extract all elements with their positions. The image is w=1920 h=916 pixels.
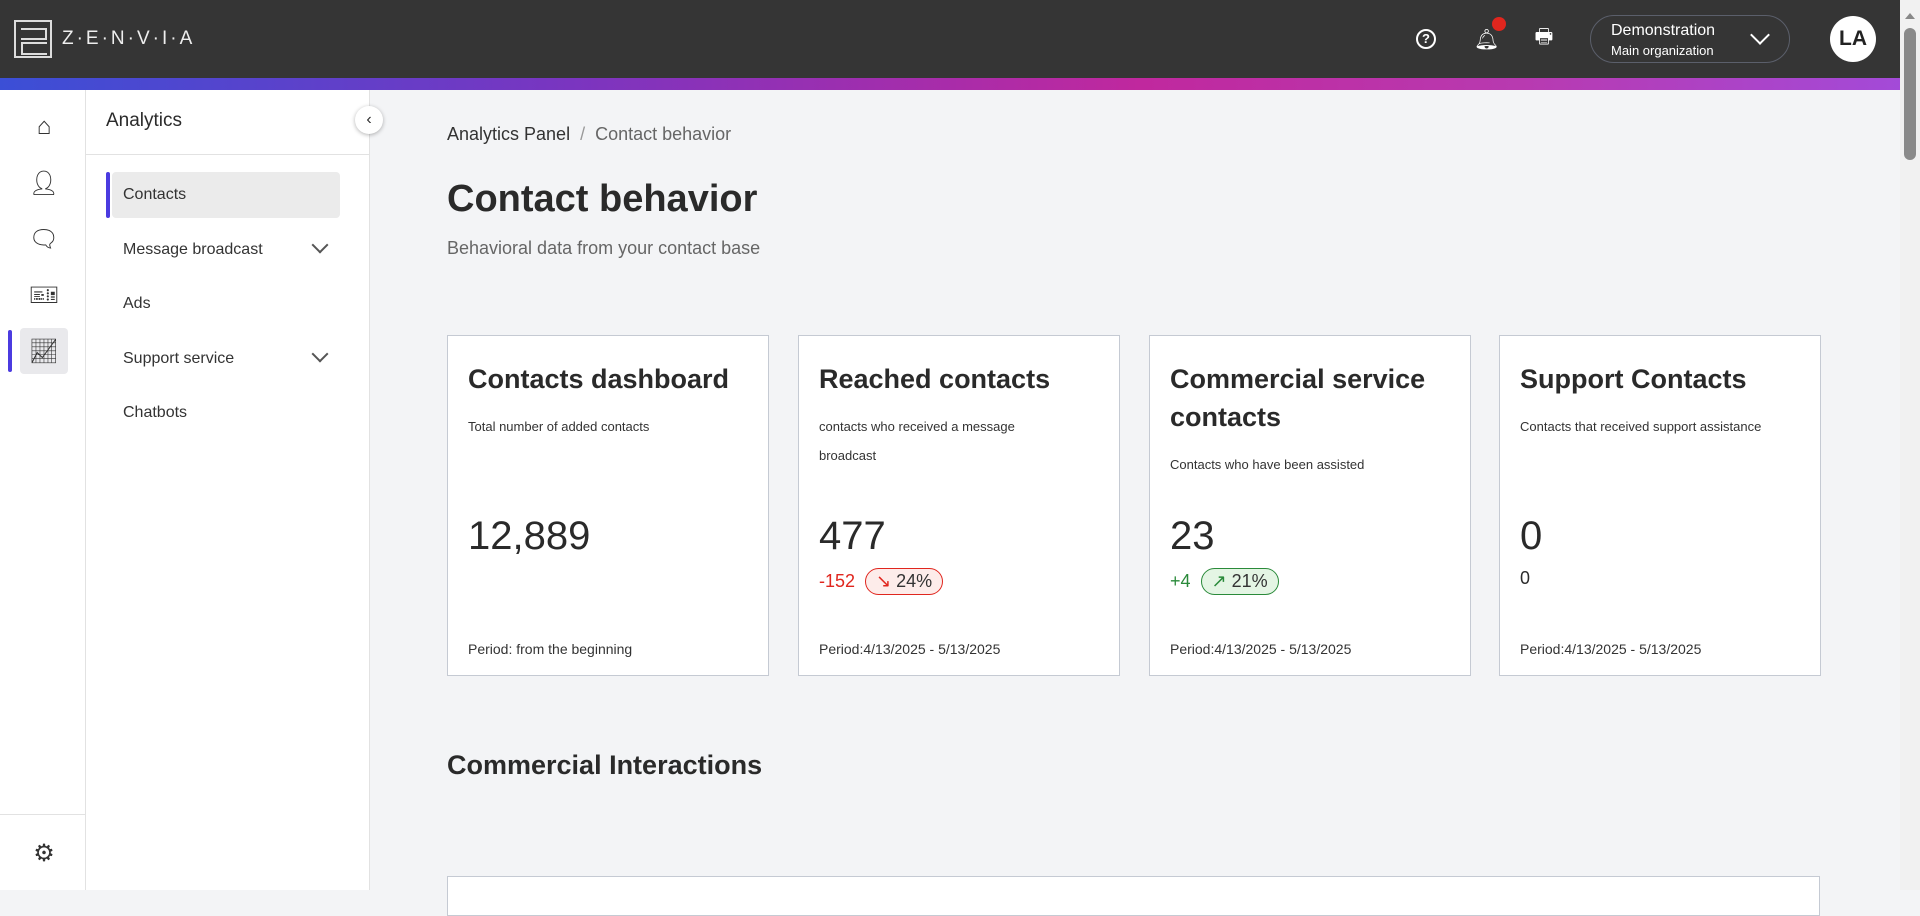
help-button[interactable]: ? <box>1416 29 1440 49</box>
sidebar-item-chatbots[interactable]: Chatbots <box>112 390 340 436</box>
gear-icon: ⚙ <box>33 839 55 867</box>
rail-contacts[interactable]: 👤︎ <box>20 160 68 206</box>
chevron-down-icon <box>311 236 329 254</box>
rail-settings[interactable]: ⚙ <box>20 830 68 876</box>
section-title: Commercial Interactions <box>447 750 763 780</box>
breadcrumb-root[interactable]: Analytics Panel <box>447 124 571 144</box>
sidebar-item-support-service[interactable]: Support service <box>112 336 340 382</box>
sidebar-item-label: Chatbots <box>123 404 188 421</box>
org-name: Demonstration <box>1611 22 1716 39</box>
chat-icon: 🗨︎ <box>28 225 60 253</box>
help-icon: ? <box>1416 29 1436 49</box>
percent-value: 21% <box>1231 571 1268 591</box>
scrollbar-thumb[interactable] <box>1904 28 1916 160</box>
avatar[interactable]: LA <box>1830 16 1876 62</box>
card-support-contacts: Support Contacts Contacts that received … <box>1499 335 1821 676</box>
commercial-interactions-panel <box>447 876 1820 916</box>
card-description: Total number of added contacts <box>468 419 650 434</box>
card-value: 0 <box>1520 514 1543 558</box>
sidebar-item-label: Support service <box>123 350 235 367</box>
arrow-up-right-icon: ↗ <box>1211 571 1227 591</box>
chevron-down-icon <box>311 345 329 363</box>
card-delta: -152 <box>819 571 856 591</box>
bell-icon: 🔔︎ <box>1474 28 1500 51</box>
rail-analytics[interactable]: 📈︎ <box>8 328 68 374</box>
sidebar-item-label: Message broadcast <box>123 241 263 258</box>
rail-tickets[interactable]: 🎫︎ <box>20 272 68 318</box>
card-period: Period:4/13/2025 - 5/13/2025 <box>1520 641 1702 657</box>
card-contacts-dashboard: Contacts dashboard Total number of added… <box>447 335 769 676</box>
sidebar-item-label: Contacts <box>123 186 187 203</box>
card-period: Period: from the beginning <box>468 641 633 657</box>
notification-dot <box>1492 16 1506 31</box>
card-description: Contacts who have been assisted <box>1170 457 1365 472</box>
card-delta: 0 <box>1520 568 1531 588</box>
chevron-left-icon: ‹ <box>366 111 372 128</box>
card-title: Support Contacts <box>1520 364 1747 394</box>
percent-badge: ↘ 24% <box>865 568 944 595</box>
card-description: Contacts that received support assistanc… <box>1520 419 1762 434</box>
printer-icon: 🖶 <box>1534 26 1554 48</box>
card-title: Reached contacts <box>819 364 1051 394</box>
card-delta: +4 <box>1170 571 1191 591</box>
breadcrumb-separator: / <box>580 124 586 144</box>
sidebar-title: Analytics <box>86 90 369 155</box>
ticket-icon: 🎫︎ <box>28 281 60 309</box>
arrow-down-right-icon: ↘ <box>876 571 892 591</box>
card-value: 23 <box>1170 514 1215 558</box>
printer-button[interactable]: 🖶 <box>1532 22 1556 56</box>
organization-selector[interactable]: Demonstration Main organization <box>1590 15 1790 63</box>
breadcrumb: Analytics Panel / Contact behavior <box>447 124 731 145</box>
chart-icon: 📈︎ <box>28 337 60 365</box>
notifications-button[interactable]: 🔔︎ <box>1474 16 1506 52</box>
rail-home[interactable]: ⌂ <box>20 104 68 150</box>
logo-text: Z·E·N·V·I·A <box>62 28 196 49</box>
org-subtitle: Main organization <box>1611 43 1714 58</box>
logo-mark-icon <box>14 20 52 58</box>
collapse-sidebar-button[interactable]: ‹ <box>355 106 383 134</box>
icon-rail: ⌂ 👤︎ 🗨︎ 🎫︎ 📈︎ ⚙ <box>0 90 86 890</box>
zenvia-logo[interactable]: Z·E·N·V·I·A <box>14 20 195 58</box>
card-commercial-service-contacts: Commercial service contacts Contacts who… <box>1149 335 1471 676</box>
breadcrumb-current: Contact behavior <box>595 124 732 144</box>
percent-value: 24% <box>896 571 933 591</box>
card-description: contacts who received a message broadcas… <box>819 419 1015 463</box>
sidebar-item-contacts[interactable]: Contacts <box>106 172 340 218</box>
page-subtitle: Behavioral data from your contact base <box>447 238 761 258</box>
percent-badge: ↗ 21% <box>1200 568 1279 595</box>
brand-gradient-bar <box>0 78 1900 90</box>
card-value: 477 <box>819 514 886 558</box>
card-period: Period:4/13/2025 - 5/13/2025 <box>1170 641 1352 657</box>
card-title: Contacts dashboard <box>468 364 730 394</box>
sidebar-item-message-broadcast[interactable]: Message broadcast <box>112 227 340 273</box>
card-period: Period:4/13/2025 - 5/13/2025 <box>819 641 1001 657</box>
page-title: Contact behavior <box>447 178 758 220</box>
card-title: Commercial service contacts <box>1170 364 1426 432</box>
card-reached-contacts: Reached contacts contacts who received a… <box>798 335 1120 676</box>
analytics-sidebar: Analytics ‹ Contacts Message broadcast A… <box>86 90 383 890</box>
home-icon: ⌂ <box>36 113 52 140</box>
rail-chat[interactable]: 🗨︎ <box>20 216 68 262</box>
sidebar-item-label: Ads <box>123 295 151 312</box>
sidebar-item-ads[interactable]: Ads <box>112 281 340 327</box>
scrollbar[interactable] <box>1900 0 1920 890</box>
card-value: 12,889 <box>468 514 591 558</box>
top-header: Z·E·N·V·I·A ? 🔔︎ 🖶 Demonstration Main or… <box>0 0 1900 78</box>
user-icon: 👤︎ <box>28 169 60 197</box>
scroll-up-icon[interactable] <box>1905 8 1915 19</box>
